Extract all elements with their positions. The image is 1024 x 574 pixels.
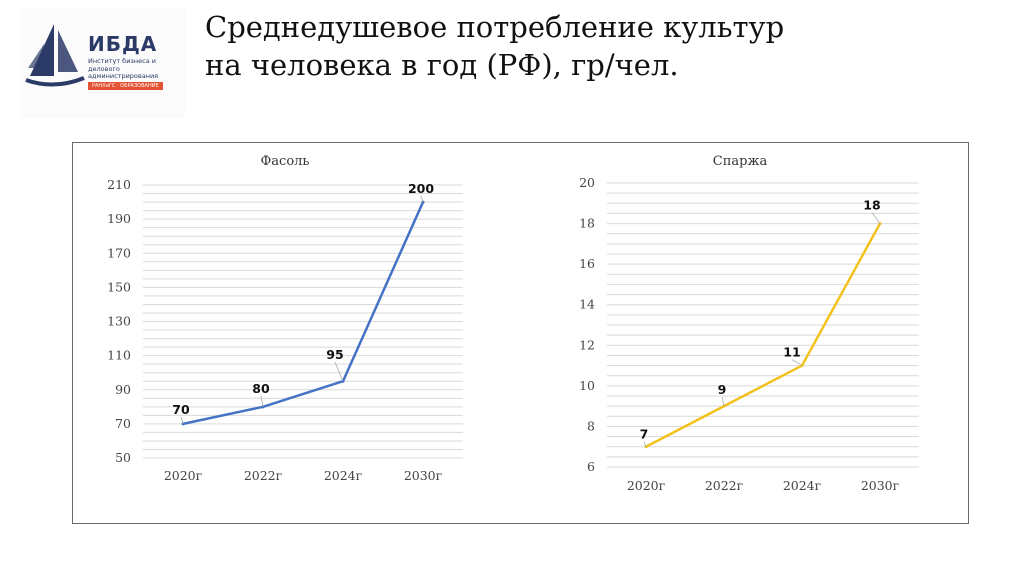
x-tick-label: 2020г <box>627 478 665 493</box>
ship-icon <box>25 24 85 87</box>
x-tick-label: 2022г <box>705 478 743 493</box>
leader-line <box>643 441 647 447</box>
y-tick-label: 190 <box>107 211 131 226</box>
y-tick-label: 18 <box>579 216 595 231</box>
data-label: 11 <box>783 345 800 360</box>
chart-1: Фасоль 50 70 90 110 130 150 170 190 210 2020г 2022г… <box>107 154 463 483</box>
x-tick-label: 2022г <box>244 468 282 483</box>
gridlines <box>607 182 919 468</box>
series-line <box>182 201 425 426</box>
data-label: 200 <box>408 181 434 196</box>
logo-title: ИБДА <box>88 32 158 56</box>
chart-title: Фасоль <box>261 154 310 169</box>
x-tick-label: 2030г <box>861 478 899 493</box>
charts-frame: Фасоль 50 70 90 110 130 150 170 190 210 2020г 2022г… <box>72 142 969 524</box>
logo-subtitle: Институт бизнеса и делового администриро… <box>88 57 159 80</box>
y-tick-label: 150 <box>107 279 131 294</box>
x-tick-label: 2024г <box>783 478 821 493</box>
data-label: 70 <box>172 402 190 417</box>
data-label: 9 <box>718 382 727 397</box>
y-tick-label: 8 <box>587 418 595 433</box>
y-tick-label: 14 <box>579 297 595 312</box>
y-tick-label: 20 <box>579 175 595 190</box>
data-label: 95 <box>326 347 343 362</box>
leader-line <box>260 395 264 407</box>
leader-line <box>334 362 344 382</box>
series-line <box>645 222 882 448</box>
leader-line <box>721 397 725 407</box>
chart-title: Спаржа <box>713 154 768 169</box>
leader-line <box>871 212 881 224</box>
y-tick-label: 110 <box>107 348 131 363</box>
leader-line <box>791 359 803 366</box>
x-tick-label: 2030г <box>404 468 442 483</box>
page-title: Среднедушевое потребление культур на чел… <box>205 8 784 84</box>
y-tick-label: 170 <box>107 245 131 260</box>
x-tick-label: 2020г <box>164 468 202 483</box>
y-tick-label: 210 <box>107 177 131 192</box>
charts-svg: Фасоль 50 70 90 110 130 150 170 190 210 2020г 2022г… <box>107 154 919 493</box>
data-label: 18 <box>863 198 880 213</box>
page-title-line-2: на человека в год (РФ), гр/чел. <box>205 48 679 82</box>
x-tick-label: 2024г <box>324 468 362 483</box>
gridlines <box>143 184 463 459</box>
data-label: 80 <box>252 381 270 396</box>
y-tick-label: 6 <box>587 459 595 474</box>
y-tick-label: 90 <box>115 382 131 397</box>
leader-line <box>420 195 424 203</box>
logo: ИБДА Институт бизнеса и делового админис… <box>20 8 185 118</box>
logo-strip: РАНХиГС · ОБРАЗОВАНИЕ <box>88 82 163 90</box>
y-tick-label: 16 <box>579 256 595 271</box>
y-tick-label: 50 <box>115 450 131 465</box>
y-tick-label: 70 <box>115 416 131 431</box>
data-label: 7 <box>640 427 649 442</box>
y-tick-label: 130 <box>107 314 131 329</box>
page-title-line-1: Среднедушевое потребление культур <box>205 10 785 44</box>
leader-line <box>180 416 184 424</box>
y-tick-label: 10 <box>579 378 595 393</box>
y-tick-label: 12 <box>579 337 595 352</box>
chart-2: Спаржа 6 8 10 12 14 16 18 20 2020г 2022г 2024г 2030г… <box>579 154 919 493</box>
